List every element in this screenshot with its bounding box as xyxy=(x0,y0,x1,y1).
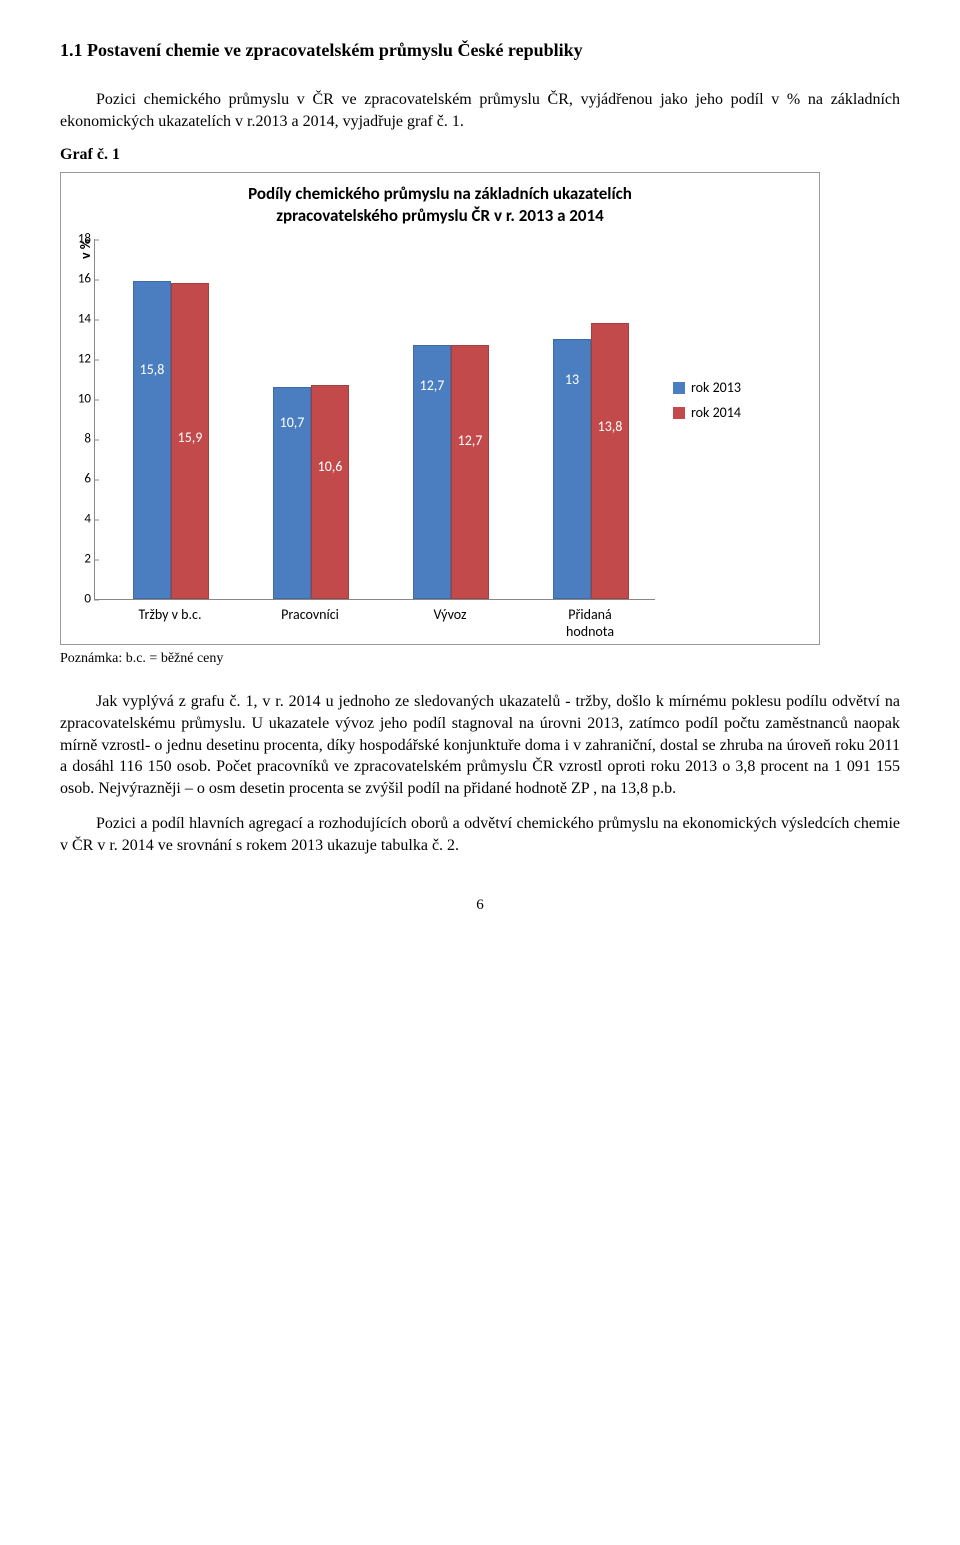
y-tick: 16 xyxy=(67,272,91,287)
bar: 10,7 xyxy=(273,387,311,599)
chart-label: Graf č. 1 xyxy=(60,146,900,164)
y-tick: 12 xyxy=(67,352,91,367)
bar: 12,7 xyxy=(451,345,489,599)
bar-value-label: 12,7 xyxy=(452,432,488,449)
bar: 10,6 xyxy=(311,385,349,599)
y-tick: 6 xyxy=(67,472,91,487)
legend-label: rok 2013 xyxy=(691,379,741,396)
y-tick: 18 xyxy=(67,232,91,247)
bar: 15,9 xyxy=(171,283,209,599)
legend-label: rok 2014 xyxy=(691,404,741,421)
body-paragraph-3: Pozici a podíl hlavních agregací a rozho… xyxy=(60,813,900,856)
bar-group: 15,8 15,9 xyxy=(133,281,209,599)
chart-container: Podíly chemického průmyslu na základních… xyxy=(60,172,820,645)
y-tick: 8 xyxy=(67,432,91,447)
chart-title-line2: zpracovatelského průmyslu ČR v r. 2013 a… xyxy=(276,205,604,226)
bar-value-label: 13,8 xyxy=(592,418,628,435)
legend-item: rok 2013 xyxy=(673,379,741,396)
bar-group: 10,7 10,6 xyxy=(273,385,349,599)
bar-value-label: 10,7 xyxy=(274,414,310,431)
bar-group: 12,7 12,7 xyxy=(413,345,489,599)
x-tick-label: Tržby v b.c. xyxy=(139,606,202,623)
y-tick: 0 xyxy=(67,592,91,607)
x-axis-ticks: Tržby v b.c.PracovníciVývozPřidaná hodno… xyxy=(94,606,654,626)
intro-paragraph: Pozici chemického průmyslu v ČR ve zprac… xyxy=(60,89,900,132)
section-heading: 1.1 Postavení chemie ve zpracovatelském … xyxy=(60,40,900,61)
bar: 13 xyxy=(553,339,591,599)
chart-title-line1: Podíly chemického průmyslu na základních… xyxy=(248,183,632,204)
bar-value-label: 15,9 xyxy=(172,429,208,446)
legend-item: rok 2014 xyxy=(673,404,741,421)
bar-value-label: 13 xyxy=(554,371,590,388)
plot-area: 02468101214161815,815,910,710,612,712,71… xyxy=(94,239,655,600)
y-tick: 10 xyxy=(67,392,91,407)
legend-swatch xyxy=(673,382,685,394)
chart-body: v % 02468101214161815,815,910,710,612,71… xyxy=(75,239,805,626)
x-tick-label: Vývoz xyxy=(433,606,466,623)
page-number: 6 xyxy=(60,897,900,914)
bar-group: 13 13,8 xyxy=(553,323,629,599)
y-tick: 2 xyxy=(67,552,91,567)
chart-title: Podíly chemického průmyslu na základních… xyxy=(75,183,805,227)
legend-swatch xyxy=(673,407,685,419)
legend: rok 2013 rok 2014 xyxy=(673,379,741,429)
body-paragraph-2: Jak vyplývá z grafu č. 1, v r. 2014 u je… xyxy=(60,691,900,799)
bar-value-label: 15,8 xyxy=(134,361,170,378)
bar: 13,8 xyxy=(591,323,629,599)
chart-note: Poznámka: b.c. = běžné ceny xyxy=(60,651,900,667)
x-tick-label: Pracovníci xyxy=(281,606,339,623)
y-tick: 4 xyxy=(67,512,91,527)
bar: 15,8 xyxy=(133,281,171,599)
bar-value-label: 10,6 xyxy=(312,458,348,475)
x-tick-label: Přidaná hodnota xyxy=(558,606,622,640)
bar-value-label: 12,7 xyxy=(414,377,450,394)
y-tick: 14 xyxy=(67,312,91,327)
bar: 12,7 xyxy=(413,345,451,599)
